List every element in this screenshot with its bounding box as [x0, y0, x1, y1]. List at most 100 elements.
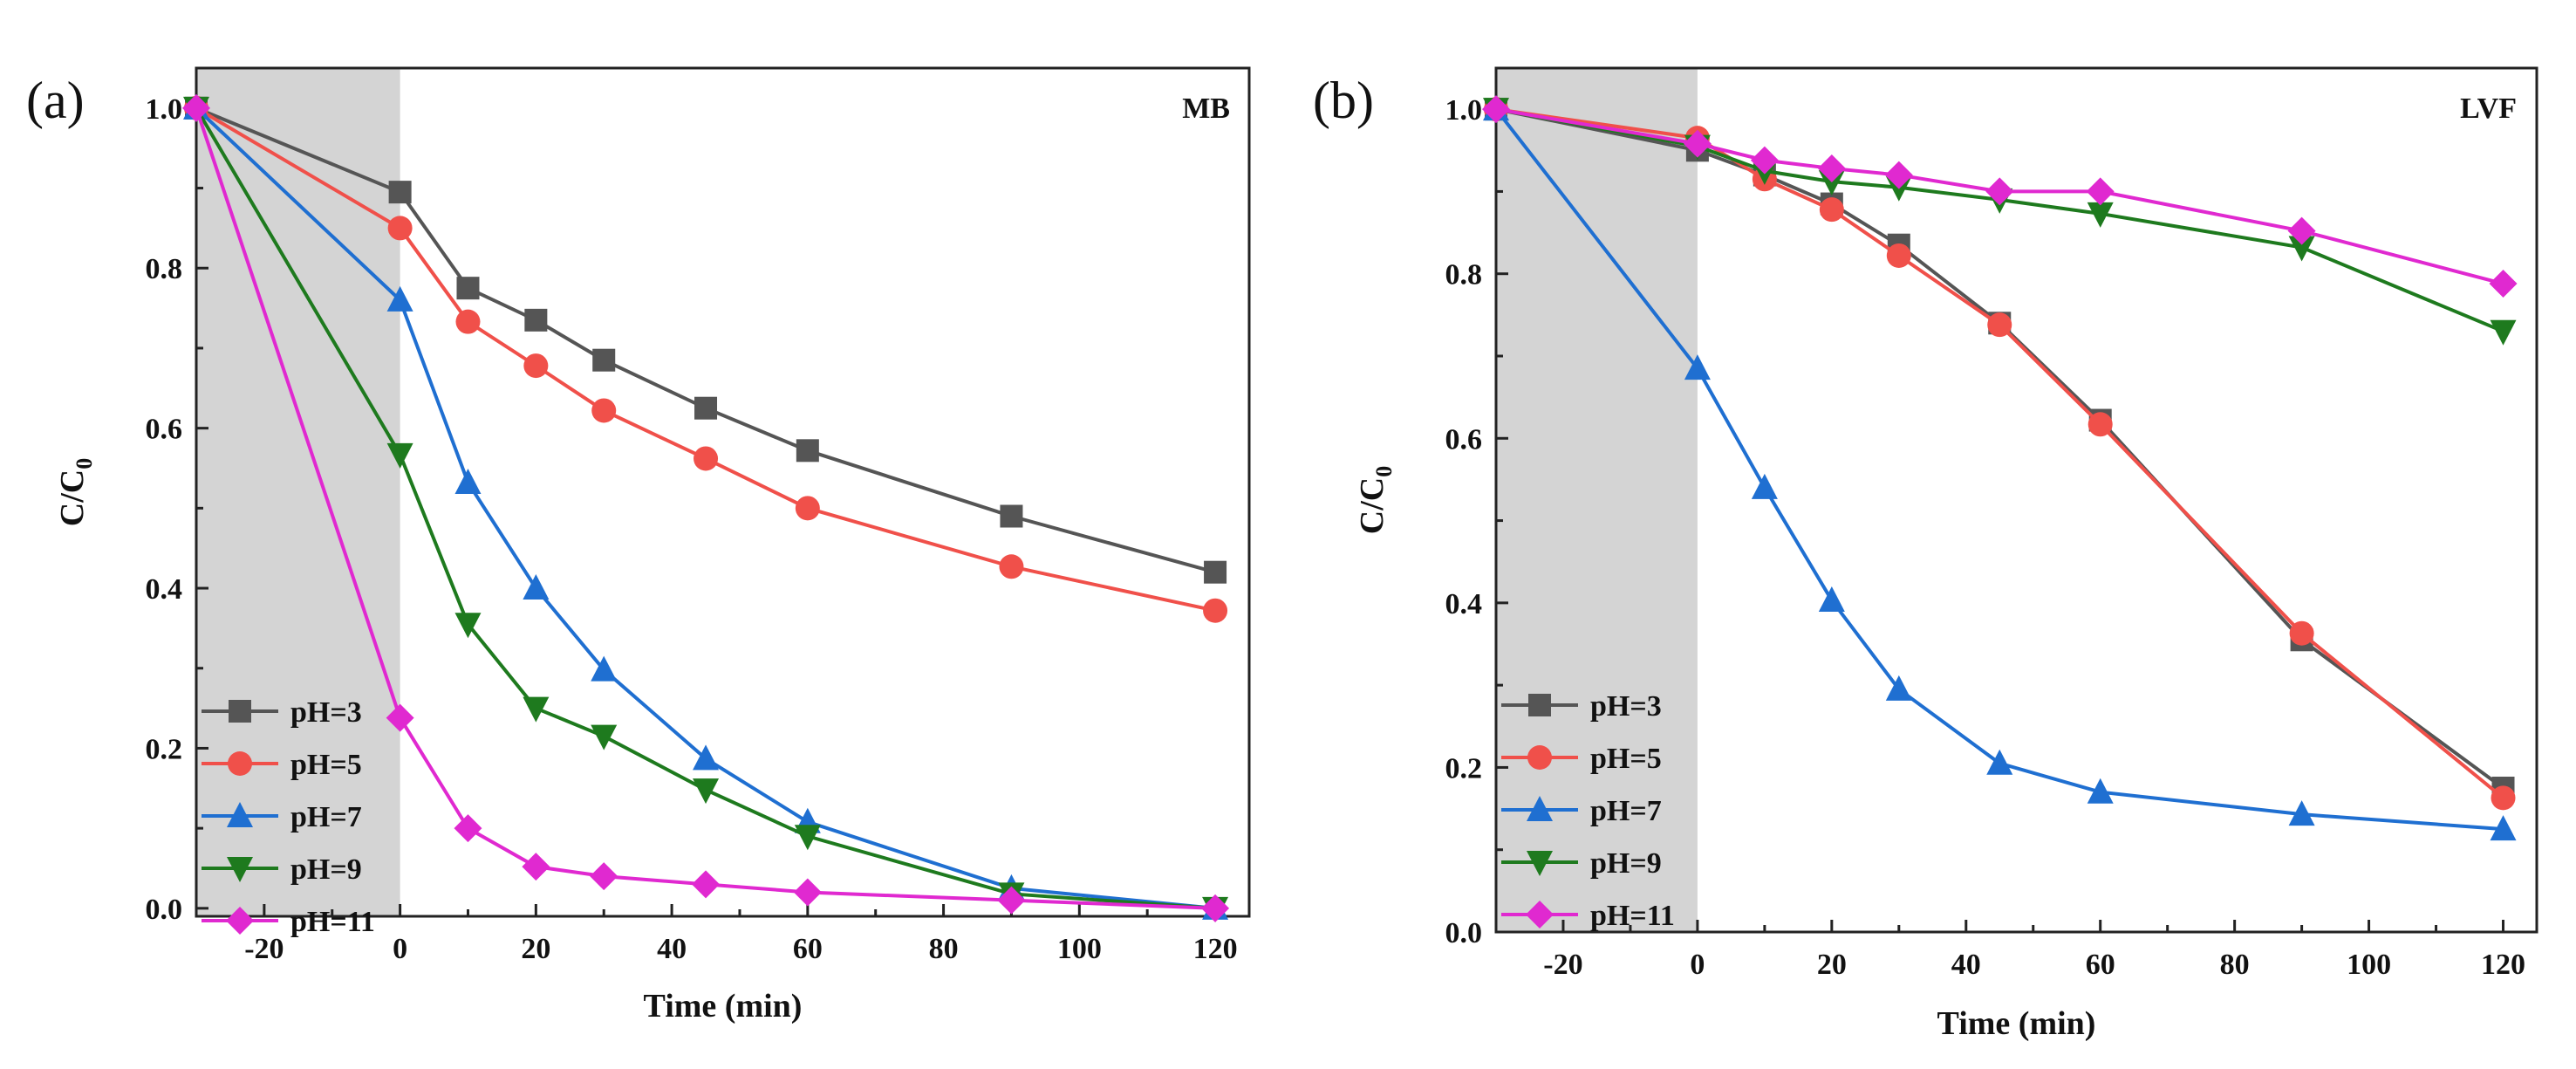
- data-point: [2287, 216, 2316, 245]
- data-point: [1684, 354, 1711, 380]
- data-point: [1204, 560, 1227, 584]
- x-tick-label: 80: [929, 933, 959, 965]
- y-axis-title-main: C/C: [54, 469, 91, 526]
- panel-label: (a): [26, 72, 85, 129]
- y-axis-title: C/C0: [54, 458, 97, 526]
- data-point: [524, 308, 548, 332]
- y-tick-label: 0.0: [1445, 917, 1483, 949]
- x-tick-label: 100: [1057, 933, 1102, 965]
- data-point: [1751, 473, 1778, 499]
- panel-b: -20 0 20 40 60 80 100 120 0.0 0.2 0.4 0.6 0.8 1.0 Time…: [1313, 66, 2538, 1042]
- data-point: [592, 348, 616, 372]
- legend-label: pH=3: [1590, 690, 1662, 723]
- y-tick-label: 0.4: [1445, 588, 1483, 620]
- x-axis-title: Time (min): [1937, 1005, 2096, 1042]
- x-tick-label: 60: [793, 933, 823, 965]
- data-point: [591, 398, 617, 423]
- data-point: [2086, 177, 2115, 206]
- legend-marker: [228, 751, 252, 776]
- data-point: [455, 309, 481, 334]
- y-tick-label: 0.6: [146, 414, 183, 446]
- y-axis-title-subscript: 0: [1371, 466, 1397, 477]
- dark-adsorption-region: [1496, 68, 1698, 932]
- data-point: [2491, 785, 2516, 811]
- legend-marker: [1527, 745, 1552, 770]
- data-point: [1886, 243, 1911, 268]
- data-point: [2288, 236, 2315, 262]
- y-tick-label: 1.0: [1445, 94, 1483, 127]
- x-tick-label: -20: [1543, 949, 1582, 981]
- legend-marker: [226, 907, 254, 935]
- y-axis-title-subscript: 0: [72, 458, 97, 469]
- data-point: [522, 853, 550, 881]
- legend-label: pH=9: [1590, 847, 1662, 880]
- data-point: [693, 744, 720, 771]
- data-point: [1000, 504, 1023, 528]
- legend-label: pH=5: [290, 749, 362, 781]
- data-point: [591, 655, 618, 682]
- data-point: [454, 814, 482, 843]
- panel-a: -20 0 20 40 60 80 100 120 0.0 0.2 0.4 0.6 0.8 1.0 Time…: [26, 66, 1251, 1024]
- legend-label: pH=9: [290, 853, 362, 886]
- dataset-label: LVF: [2460, 93, 2517, 125]
- legend-marker: [1527, 796, 1553, 821]
- legend-item: pH=9: [202, 853, 362, 886]
- y-axis-title: C/C0: [1354, 466, 1397, 534]
- data-point: [1818, 170, 1845, 196]
- x-tick-label: 20: [1817, 949, 1847, 981]
- data-point: [1987, 312, 2012, 338]
- x-tick-label: 100: [2347, 949, 2391, 981]
- y-tick-label: 0.8: [1445, 259, 1483, 291]
- data-point: [693, 778, 720, 805]
- series-pH-11: [182, 93, 1230, 922]
- data-point: [1885, 675, 1912, 701]
- data-point: [2087, 412, 2113, 437]
- data-point: [386, 285, 413, 312]
- legend-marker: [227, 857, 253, 882]
- data-point: [1817, 154, 1846, 183]
- y-tick-label: 0.2: [146, 733, 183, 765]
- data-point: [523, 574, 550, 600]
- data-point: [2288, 800, 2315, 826]
- series-pH-3: [185, 96, 1227, 584]
- x-tick-label: 120: [1193, 933, 1238, 965]
- data-point: [1819, 197, 1844, 223]
- legend-label: pH=7: [1590, 795, 1662, 827]
- legend-item: pH=3: [1501, 690, 1662, 723]
- series-pH-11: [1482, 95, 2518, 298]
- data-point: [2490, 815, 2517, 841]
- data-point: [388, 181, 412, 204]
- legend-item: pH=3: [202, 696, 362, 729]
- data-point: [1884, 161, 1913, 189]
- data-point: [387, 216, 413, 241]
- data-point: [2489, 270, 2518, 298]
- y-tick-label: 1.0: [146, 93, 183, 126]
- x-tick-label: 20: [521, 933, 550, 965]
- legend-label: pH=5: [1590, 743, 1662, 775]
- data-point: [795, 496, 820, 521]
- x-tick-label: 120: [2481, 949, 2525, 981]
- legend-marker: [1528, 694, 1551, 716]
- data-point: [523, 696, 550, 723]
- legend: pH=3 pH=5 pH=7 pH=9 pH=11: [202, 696, 375, 938]
- x-tick-label: -20: [244, 933, 284, 965]
- dataset-label: MB: [1182, 93, 1230, 125]
- legend-item: pH=5: [1501, 743, 1662, 775]
- data-point: [999, 554, 1024, 579]
- data-point: [2490, 319, 2517, 346]
- data-point: [454, 468, 482, 494]
- y-tick-label: 0.8: [146, 253, 183, 285]
- y-axis-title-main: C/C: [1354, 477, 1390, 534]
- y-tick-label: 0.6: [1445, 423, 1483, 456]
- data-point: [454, 613, 482, 639]
- x-tick-label: 0: [393, 933, 407, 965]
- data-point: [997, 886, 1026, 915]
- y-tick-label: 0.4: [146, 573, 183, 606]
- data-point: [591, 724, 618, 750]
- x-tick-label: 0: [1690, 949, 1705, 981]
- data-point: [2087, 202, 2114, 228]
- data-point: [386, 442, 413, 469]
- legend-item: pH=5: [202, 749, 362, 781]
- legend-marker: [229, 700, 251, 723]
